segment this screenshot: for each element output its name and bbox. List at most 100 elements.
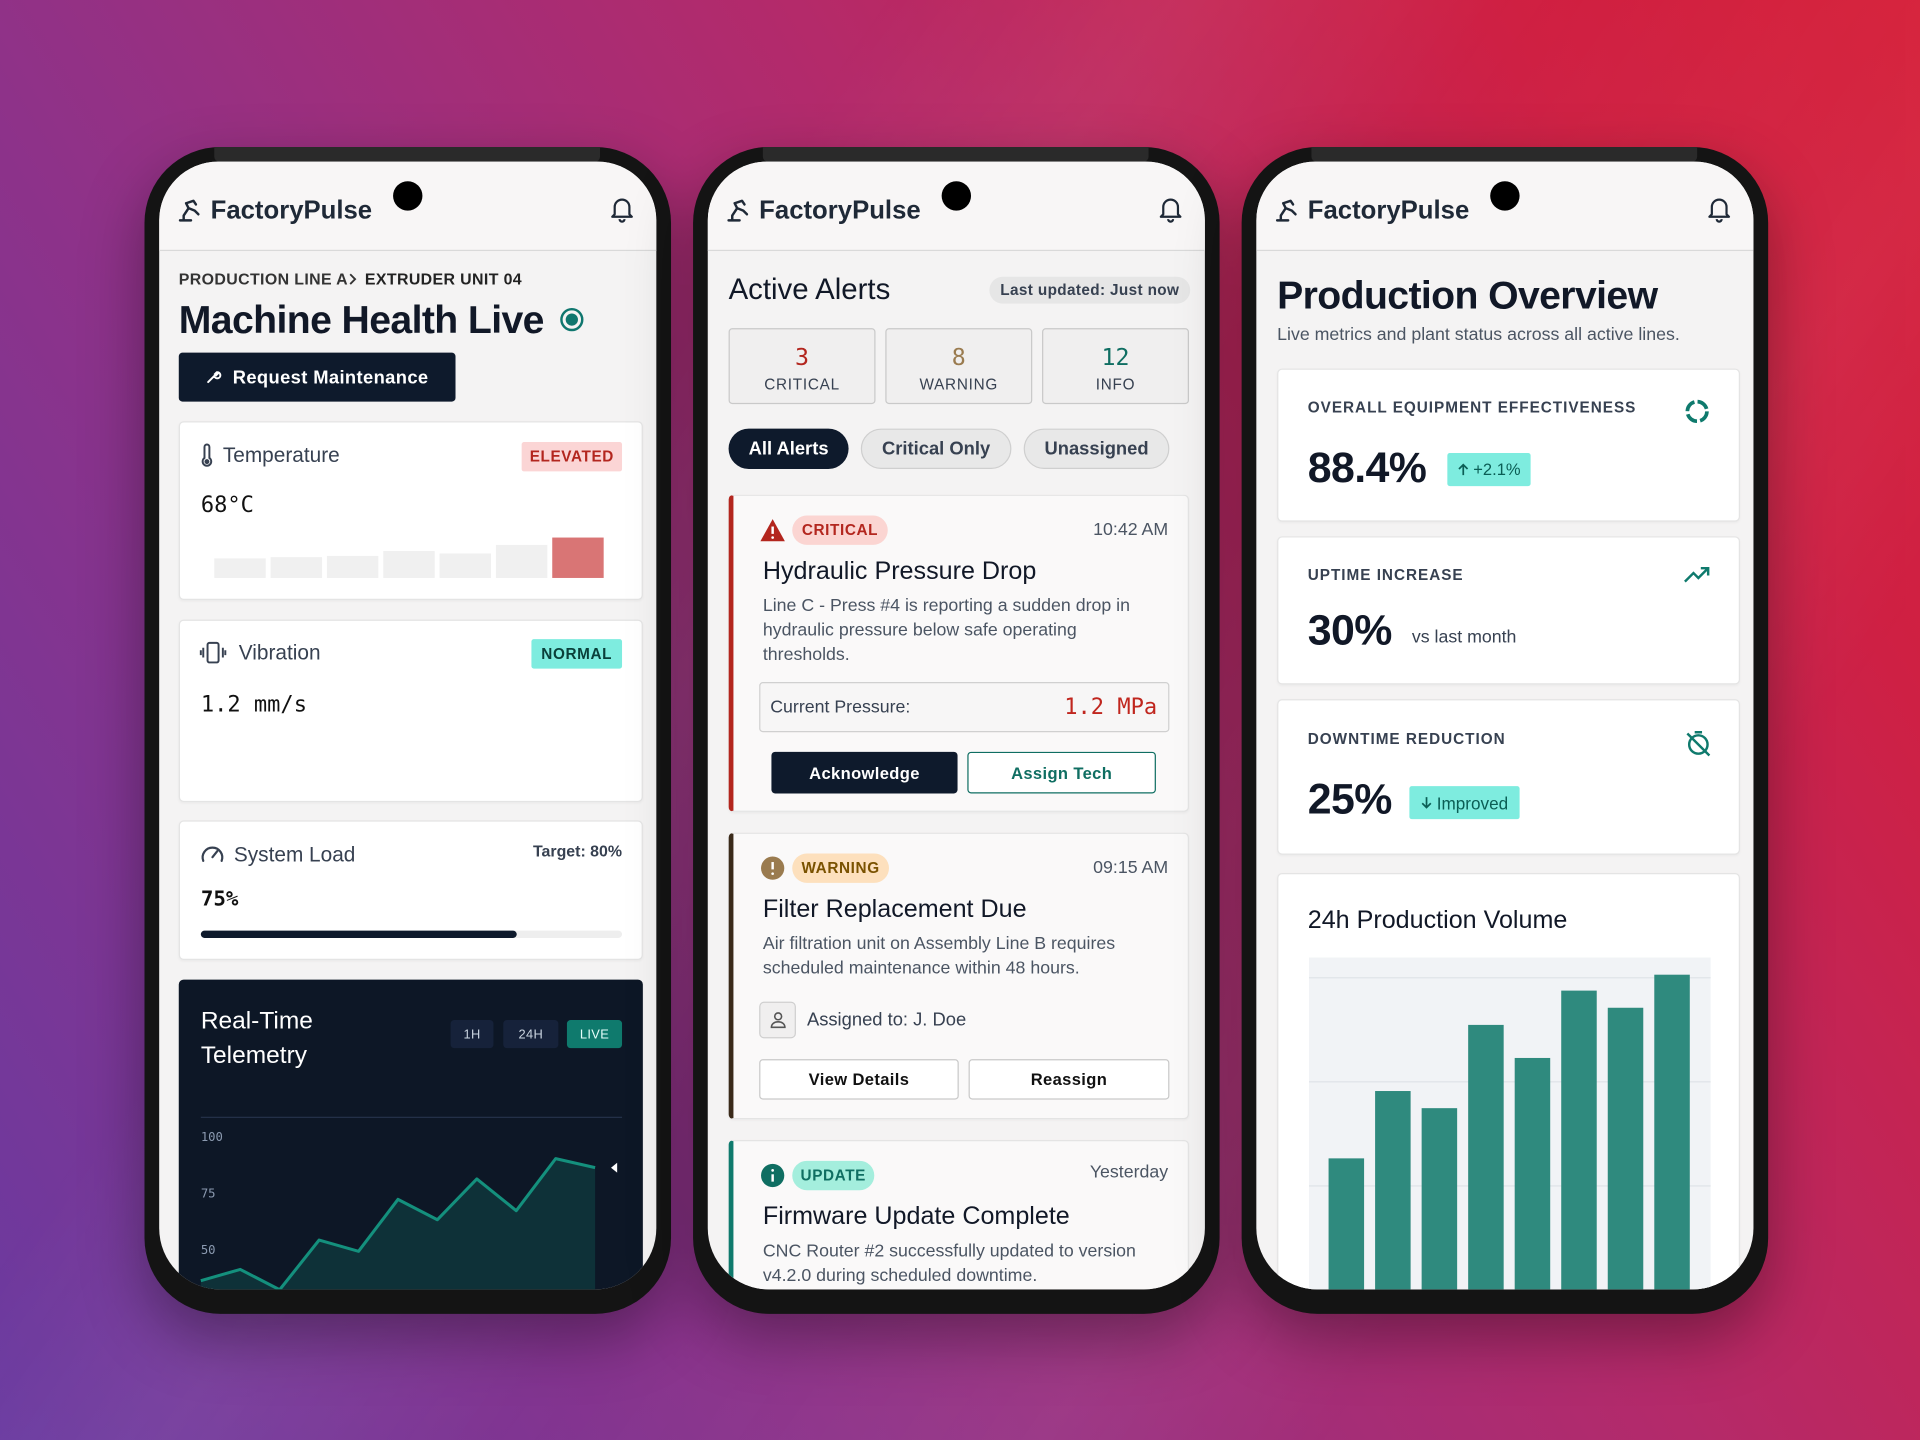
alert-title: Hydraulic Pressure Drop xyxy=(762,556,1037,585)
kpi-label: OVERALL EQUIPMENT EFFECTIVENESS xyxy=(1307,398,1637,417)
app-name: FactoryPulse xyxy=(210,196,373,225)
bell-icon[interactable] xyxy=(1158,196,1182,223)
filter-pill[interactable]: Unassigned xyxy=(1023,428,1170,469)
logo-icon xyxy=(178,199,200,222)
bar xyxy=(1421,1108,1458,1290)
range-button[interactable]: 1H xyxy=(450,1020,494,1049)
history-bar xyxy=(495,544,547,578)
action-button[interactable]: Acknowledge xyxy=(771,751,958,794)
icon-part xyxy=(771,872,774,876)
range-button[interactable]: 24H xyxy=(503,1020,559,1049)
kpi-card: DOWNTIME REDUCTION 25% Improved xyxy=(1277,699,1740,855)
notch xyxy=(1311,146,1698,162)
kpi-label: UPTIME INCREASE xyxy=(1307,566,1464,584)
bar xyxy=(1654,974,1690,1290)
kpi-card: OVERALL EQUIPMENT EFFECTIVENESS 88.4% +2… xyxy=(1277,368,1740,522)
icon-part xyxy=(201,443,213,467)
delta-text: Improved xyxy=(1436,792,1509,813)
updated-pill: Last updated: Just now xyxy=(989,276,1191,304)
logo-icon xyxy=(727,199,749,222)
kpi-label: DOWNTIME REDUCTION xyxy=(1307,730,1506,748)
telemetry-line xyxy=(200,1157,596,1290)
action-button[interactable]: Assign Tech xyxy=(967,751,1156,794)
vibration-card: Vibration NORMAL 1.2 mm/s xyxy=(178,619,643,803)
count-value: 8 xyxy=(951,344,966,372)
bell-icon[interactable] xyxy=(610,196,634,223)
target-label: Target: 80% xyxy=(532,841,623,861)
icon-part xyxy=(773,1012,783,1021)
phone-frame: FactoryPulse PRODUCTION LINE A EXTRUDER … xyxy=(144,146,672,1314)
timer-off-icon xyxy=(1686,731,1711,757)
icon-part xyxy=(565,313,578,326)
reading-value: 1.2 MPa xyxy=(1064,694,1158,720)
alert-description: CNC Router #2 successfully updated to ve… xyxy=(762,1241,1136,1286)
breadcrumb-item: EXTRUDER UNIT 04 xyxy=(364,270,523,289)
page-title: Production Overview xyxy=(1277,273,1658,318)
filter-pill[interactable]: All Alerts xyxy=(728,428,849,469)
metric-label: System Load xyxy=(233,843,356,867)
kpi-value: 88.4% xyxy=(1307,443,1427,492)
kpi-note: vs last month xyxy=(1411,627,1517,648)
icon-part xyxy=(611,198,633,223)
user-icon xyxy=(770,1012,786,1029)
icon-part xyxy=(178,199,200,222)
y-tick-label: 75 xyxy=(201,1186,216,1200)
filter-pill[interactable]: Critical Only xyxy=(860,428,1012,469)
section-title: Active Alerts xyxy=(728,273,891,307)
alert-time: 10:42 AM xyxy=(1093,520,1169,540)
icon-part xyxy=(211,849,219,859)
volume-card: 24h Production Volume xyxy=(1277,873,1740,1290)
alert-title: Firmware Update Complete xyxy=(762,1202,1070,1231)
temperature-history xyxy=(214,537,608,578)
alert-card: WARNING 09:15 AM Filter Replacement Due … xyxy=(728,832,1189,1120)
bar xyxy=(1375,1091,1411,1290)
icon-part xyxy=(560,307,584,332)
alert-time: Yesterday xyxy=(1089,1162,1169,1183)
camera xyxy=(941,181,972,211)
oee-icon xyxy=(1685,399,1709,424)
count-box: 3 CRITICAL xyxy=(728,328,876,405)
critical-icon xyxy=(760,519,785,542)
phone-frame: FactoryPulse Active Alerts Last updated:… xyxy=(693,146,1220,1314)
gauge-icon xyxy=(201,846,224,862)
kpi-value: 30% xyxy=(1307,606,1393,655)
icon-part xyxy=(1458,463,1469,476)
level-badge: WARNING xyxy=(792,853,889,883)
count-label: INFO xyxy=(1095,375,1136,394)
alert-description: Air filtration unit on Assembly Line B r… xyxy=(762,934,1116,979)
app-name: FactoryPulse xyxy=(1307,196,1470,225)
count-label: CRITICAL xyxy=(764,375,840,394)
info-icon xyxy=(761,1163,785,1188)
thermometer-icon xyxy=(201,443,213,467)
alert-card: UPDATE Yesterday Firmware Update Complet… xyxy=(728,1140,1189,1290)
alert-description: Line C - Press #4 is reporting a sudden … xyxy=(762,596,1131,665)
phone-frame: FactoryPulse Production Overview Live me… xyxy=(1241,146,1769,1314)
button-label: Request Maintenance xyxy=(232,366,429,388)
icon-part xyxy=(1686,731,1711,757)
bell-icon[interactable] xyxy=(1707,196,1731,223)
camera xyxy=(1490,181,1520,211)
alert-card: CRITICAL 10:42 AM Hydraulic Pressure Dro… xyxy=(728,494,1189,812)
metric-label: Vibration xyxy=(238,641,321,665)
icon-part xyxy=(199,647,227,658)
delta-badge: +2.1% xyxy=(1447,453,1531,487)
telemetry-title: Real-Time Telemetry xyxy=(200,1007,313,1069)
range-button[interactable]: LIVE xyxy=(566,1020,623,1049)
live-marker xyxy=(611,1162,618,1173)
metric-reading: 75% xyxy=(200,887,239,912)
breadcrumb-item: PRODUCTION LINE A xyxy=(178,270,349,289)
action-button[interactable]: View Details xyxy=(759,1059,959,1100)
progress-track xyxy=(200,930,623,938)
icon-part xyxy=(1684,566,1710,583)
request-maintenance-button[interactable]: Request Maintenance xyxy=(178,352,456,402)
telemetry-card: Real-Time Telemetry 1H 24H LIVE 100 75 50 xyxy=(178,979,643,1290)
screen: FactoryPulse Active Alerts Last updated:… xyxy=(707,161,1205,1290)
action-button[interactable]: Reassign xyxy=(968,1059,1170,1100)
grid-line-decor xyxy=(1308,977,1711,979)
bar xyxy=(1607,1007,1644,1290)
assignee: Assigned to: J. Doe xyxy=(806,1009,967,1031)
trending-icon xyxy=(1684,566,1710,583)
system-load-card: System Load Target: 80% 75% xyxy=(178,820,643,960)
